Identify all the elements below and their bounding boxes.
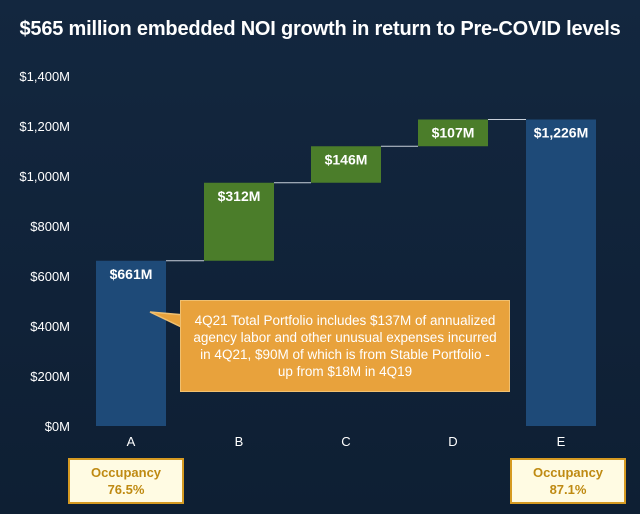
y-tick-label: $800M bbox=[30, 219, 70, 234]
occupancy-value-a: 76.5% bbox=[107, 482, 145, 497]
bar-e bbox=[526, 119, 596, 426]
x-axis: A B C D E bbox=[127, 434, 566, 449]
y-axis: $0M $200M $400M $600M $800M $1,000M $1,200M $1,… bbox=[19, 69, 70, 434]
y-tick-label: $600M bbox=[30, 269, 70, 284]
x-tick-label: A bbox=[127, 434, 136, 449]
occupancy-box-e: Occupancy 87.1% bbox=[510, 458, 626, 504]
y-tick-label: $1,000M bbox=[19, 169, 70, 184]
callout-box: 4Q21 Total Portfolio includes $137M of a… bbox=[180, 300, 510, 392]
bar-label-b: $312M bbox=[218, 188, 261, 204]
bar-b bbox=[204, 182, 274, 261]
occupancy-value-e: 87.1% bbox=[549, 482, 587, 497]
y-tick-label: $1,200M bbox=[19, 119, 70, 134]
x-tick-label: D bbox=[448, 434, 457, 449]
x-tick-label: C bbox=[341, 434, 350, 449]
bar-a bbox=[96, 260, 166, 426]
bar-label-d: $107M bbox=[432, 125, 475, 141]
y-tick-label: $400M bbox=[30, 319, 70, 334]
connector-lines bbox=[166, 119, 526, 262]
occupancy-label-a: Occupancy bbox=[90, 465, 162, 480]
bar-label-a: $661M bbox=[110, 266, 153, 282]
bar-c bbox=[311, 146, 381, 183]
chart-title: $565 million embedded NOI growth in retu… bbox=[19, 18, 621, 40]
bar-label-c: $146M bbox=[325, 151, 368, 167]
callout-text: 4Q21 Total Portfolio includes $137M of a… bbox=[193, 313, 497, 379]
occupancy-box-a: Occupancy 76.5% bbox=[68, 458, 184, 504]
bar-d bbox=[418, 119, 488, 147]
x-tick-label: E bbox=[557, 434, 566, 449]
y-tick-label: $1,400M bbox=[19, 69, 70, 84]
y-tick-label: $200M bbox=[30, 369, 70, 384]
bars: $661M $312M $146M $107M $1,226M bbox=[96, 119, 596, 426]
y-tick-label: $0M bbox=[45, 419, 70, 434]
bar-label-e: $1,226M bbox=[534, 125, 588, 141]
x-tick-label: B bbox=[235, 434, 244, 449]
occupancy-label-e: Occupancy bbox=[532, 465, 604, 480]
